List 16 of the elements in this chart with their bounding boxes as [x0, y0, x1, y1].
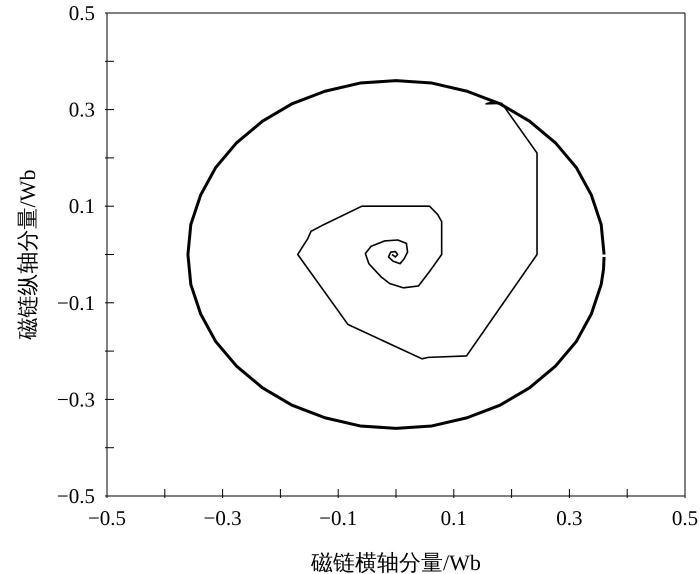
x-tick-label: 0.3 — [556, 506, 583, 530]
x-axis-title: 磁链横轴分量/Wb — [310, 550, 481, 574]
y-tick-label: −0.3 — [56, 387, 95, 412]
x-tick-label: −0.5 — [88, 506, 126, 530]
x-tick-label: 0.1 — [440, 506, 467, 530]
y-axis-title: 磁链纵轴分量/Wb — [14, 170, 40, 340]
y-tick-label: 0.3 — [68, 98, 95, 122]
line-series — [186, 79, 606, 430]
line-series — [296, 102, 538, 360]
y-tick-label: −0.5 — [56, 484, 95, 508]
y-tick-label: 0.5 — [68, 1, 95, 25]
y-tick-label: 0.1 — [68, 194, 95, 218]
x-tick-label: 0.5 — [672, 506, 698, 530]
y-tick-label: −0.1 — [56, 290, 95, 315]
x-tick-label: −0.3 — [204, 506, 242, 530]
x-tick-label: −0.1 — [319, 506, 358, 530]
